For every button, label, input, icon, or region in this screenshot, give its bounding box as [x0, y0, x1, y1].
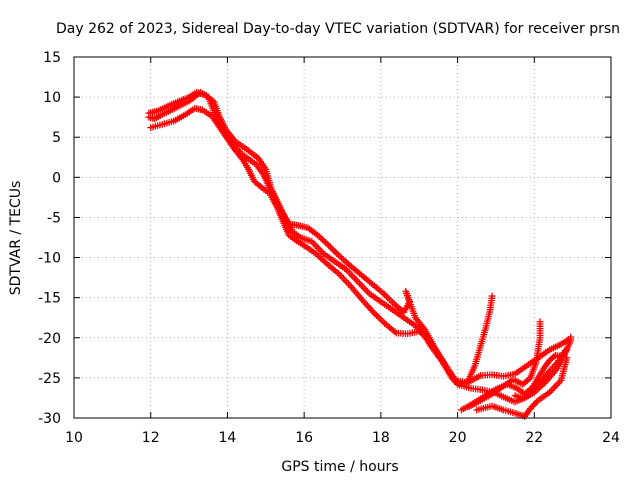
plot-frame: [73, 56, 612, 419]
data-point: [352, 276, 360, 284]
x-tick-label: 18: [372, 430, 390, 446]
data-point: [550, 353, 558, 361]
data-point: [323, 240, 331, 248]
series-track-c: [145, 88, 496, 387]
data-point: [341, 277, 349, 284]
data-point: [533, 398, 540, 406]
x-tick-label: 12: [142, 430, 160, 446]
data-marks: [145, 88, 575, 420]
data-point: [378, 316, 385, 324]
y-tick-label: -20: [38, 331, 61, 347]
data-point: [351, 274, 358, 282]
data-point: [488, 292, 496, 300]
data-point: [547, 387, 555, 395]
x-tick-label: 16: [295, 430, 313, 446]
data-point: [527, 404, 534, 412]
data-point: [330, 246, 337, 254]
y-tick-label: -25: [38, 371, 61, 387]
data-point: [320, 237, 328, 245]
data-point: [315, 233, 323, 240]
data-point: [317, 234, 325, 242]
data-point: [349, 273, 357, 280]
data-point: [322, 239, 329, 246]
data-point: [530, 401, 537, 409]
data-point: [567, 333, 575, 341]
data-point: [331, 248, 339, 256]
y-tick-label: 0: [52, 170, 61, 186]
data-point: [549, 385, 557, 393]
tick-labels: 10 12 14 16 18 20 22 24 -30 -25 -20 -15 -10 -5 0 5 10 15: [38, 50, 620, 446]
data-point: [326, 243, 334, 251]
data-point: [328, 245, 336, 253]
data-point: [311, 241, 319, 249]
series-track-b: [147, 104, 571, 406]
y-tick-label: 15: [43, 50, 61, 66]
data-point: [561, 347, 569, 355]
data-point: [554, 380, 562, 388]
data-point: [356, 279, 363, 287]
series-track-g: [511, 347, 569, 403]
grid-lines: [74, 57, 611, 418]
data-point: [528, 403, 536, 411]
x-tick-label: 22: [525, 430, 543, 446]
y-tick-label: 10: [43, 90, 61, 106]
data-point: [373, 311, 380, 319]
x-tick-label: 10: [65, 430, 83, 446]
x-tick-label: 24: [602, 430, 620, 446]
x-tick-label: 14: [219, 430, 237, 446]
data-point: [374, 313, 382, 321]
data-point: [314, 231, 321, 239]
data-point: [364, 288, 372, 296]
data-point: [325, 242, 333, 249]
data-point: [536, 318, 544, 326]
data-point: [340, 275, 347, 283]
series-track-a: [145, 88, 573, 388]
chart-title: Day 262 of 2023, Sidereal Day-to-day VTE…: [56, 21, 620, 37]
data-point: [354, 278, 362, 286]
data-point: [385, 295, 393, 303]
data-point: [542, 371, 550, 379]
data-point: [411, 322, 419, 330]
series-track-e: [465, 318, 544, 411]
data-point: [552, 382, 560, 389]
x-axis-label: GPS time / hours: [281, 459, 398, 475]
series-track-f: [473, 354, 571, 420]
data-point: [376, 315, 384, 322]
data-point: [531, 400, 539, 407]
y-tick-label: 5: [52, 130, 61, 146]
data-point: [563, 354, 571, 362]
data-point: [359, 283, 367, 291]
data-point: [387, 297, 395, 305]
data-point: [344, 267, 352, 275]
y-tick-label: -10: [38, 251, 61, 267]
data-point: [345, 280, 352, 288]
data-point: [371, 310, 379, 318]
data-point: [336, 271, 344, 279]
y-tick-label: -5: [47, 210, 61, 226]
data-point: [343, 278, 351, 286]
data-point: [384, 294, 392, 302]
data-point: [257, 183, 264, 190]
data-point: [361, 285, 368, 292]
y-tick-label: -15: [38, 291, 61, 307]
y-axis-label: SDTVAR / TECUs: [8, 181, 24, 296]
data-point: [551, 383, 558, 391]
x-tick-label: 20: [449, 430, 467, 446]
data-point: [338, 273, 346, 281]
data-point: [368, 307, 376, 314]
data-point: [318, 236, 326, 243]
data-point: [362, 286, 370, 294]
data-point: [347, 271, 355, 279]
data-point: [346, 269, 354, 277]
data-point: [357, 281, 365, 289]
y-tick-label: -30: [38, 411, 61, 427]
data-point: [382, 292, 390, 300]
